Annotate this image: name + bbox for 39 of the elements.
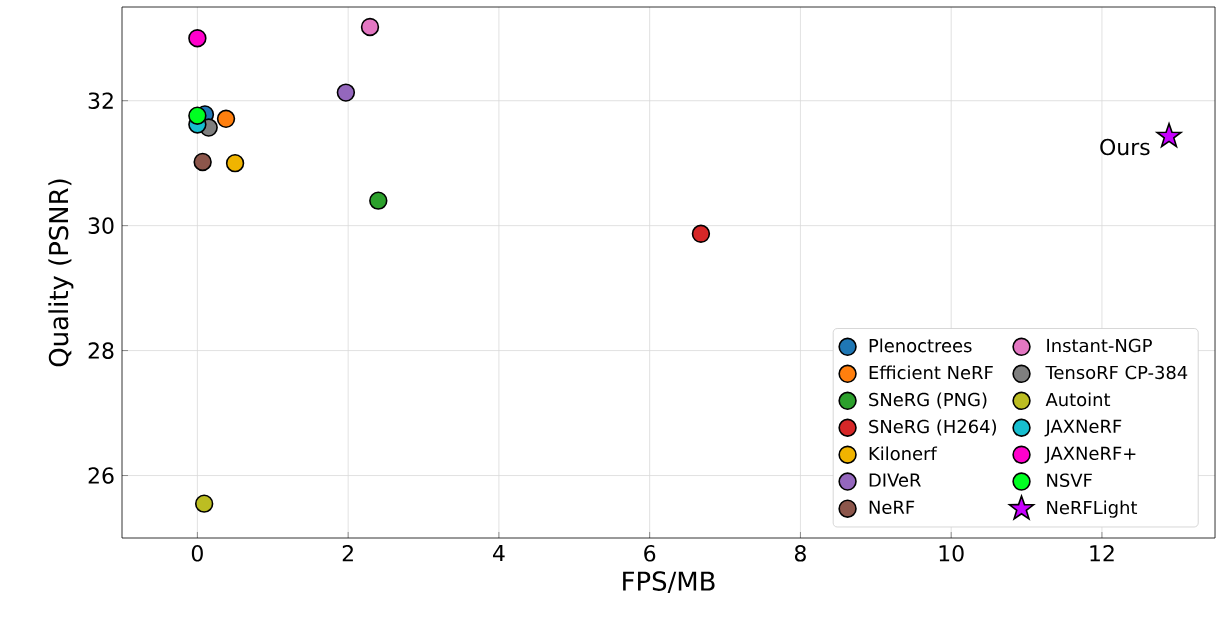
legend-label: JAXNeRF [1044,419,1122,437]
point [188,29,207,48]
y-tick-label: 32 [88,92,113,109]
legend-label: Instant-NGP [1047,338,1152,353]
point [225,153,245,173]
y-tick-label: 28 [88,342,114,359]
annotation: Ours [1100,138,1150,156]
point [360,17,380,37]
point [188,106,207,125]
x-tick-label: 10 [939,545,964,562]
point [369,191,388,210]
point [194,494,214,513]
point [193,152,212,172]
y-tick-label: 30 [88,217,114,234]
legend-label: SNeRG (PNG) [869,392,987,409]
legend-label: NSVF [1047,473,1092,487]
x-tick-label: 0 [191,545,203,562]
legend-label: Kilonerf [869,446,938,461]
legend-label: SNeRG (H264) [869,419,997,436]
x-tick-label: 8 [794,545,806,562]
legend-label: Autoint [1045,392,1111,407]
legend-label: Plenoctrees [869,338,972,353]
legend-label: TensoRF CP-384 [1045,365,1188,380]
legend-label: DIVeR [869,473,921,487]
y-tick-label: 26 [88,467,114,484]
legend-label: NeRFLight [1047,500,1138,518]
point [336,83,356,102]
x-tick-label: 6 [644,545,656,562]
y-axis-title: Quality (PSNR) [48,179,74,367]
legend-label: JAXNeRF+ [1044,446,1136,464]
x-tick-label: 12 [1090,545,1114,562]
x-tick-label: 4 [492,545,505,562]
point [691,224,711,243]
point [1156,122,1182,148]
x-tick-label: 2 [342,545,353,562]
legend-label: Efficient NeRF [869,365,993,380]
x-axis-title: FPS/MB [623,571,715,593]
legend-label: NeRF [869,500,915,514]
point [216,109,236,129]
